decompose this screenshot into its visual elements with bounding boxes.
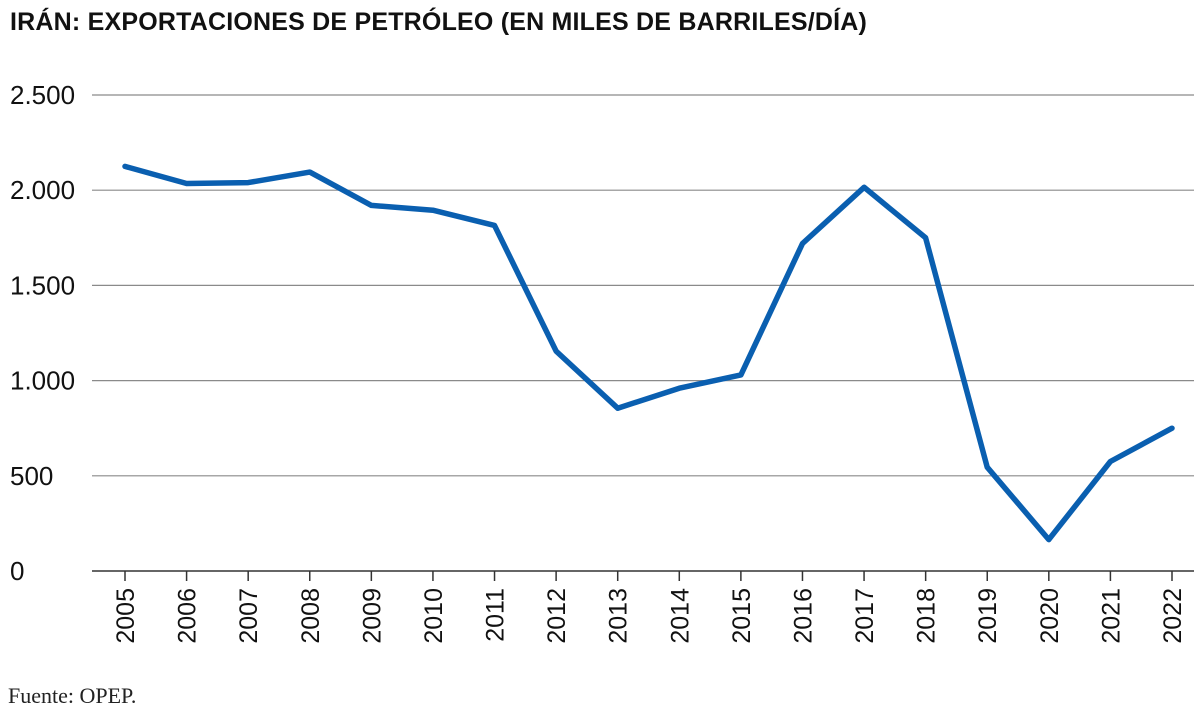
x-tick-label: 2008	[297, 588, 325, 644]
data-series	[122, 163, 1175, 543]
x-tick-label: 2021	[1097, 588, 1125, 644]
x-tick-label: 2009	[358, 588, 386, 644]
x-tick-label: 2022	[1159, 588, 1187, 644]
x-tick-label: 2015	[728, 588, 756, 644]
source-note: Fuente: OPEP.	[8, 683, 137, 708]
y-tick-label: 2.500	[10, 80, 75, 110]
x-tick-label: 2011	[482, 588, 510, 642]
y-tick-label: 1.500	[10, 270, 75, 300]
x-tick-label: 2012	[543, 588, 571, 644]
x-tick-label: 2005	[112, 588, 140, 644]
x-tick-label: 2013	[605, 588, 633, 644]
gridlines	[92, 94, 1194, 477]
x-tick-label: 2019	[974, 588, 1002, 644]
x-tick-label: 2007	[235, 588, 263, 644]
series-line	[122, 163, 1175, 543]
x-tick-label: 2018	[913, 588, 941, 644]
x-tick-label: 2016	[789, 588, 817, 644]
y-axis-labels: 0 500 1.000 1.500 2.000 2.500	[10, 80, 75, 586]
x-tick-label: 2017	[851, 588, 879, 644]
x-tick-label: 2020	[1036, 588, 1064, 644]
y-tick-label: 0	[10, 556, 24, 586]
x-tick-label: 2014	[666, 588, 694, 644]
x-tick-label: 2010	[420, 588, 448, 644]
x-tick-label: 2006	[174, 588, 202, 644]
y-tick-label: 1.000	[10, 366, 75, 396]
y-tick-label: 500	[10, 461, 53, 491]
y-tick-label: 2.000	[10, 175, 75, 205]
x-axis: 2005 2006 2007 2008 2009 2010 2011 2012 2013 2014…	[92, 570, 1194, 644]
chart-title: IRÁN: EXPORTACIONES DE PETRÓLEO (EN MILE…	[10, 8, 868, 36]
